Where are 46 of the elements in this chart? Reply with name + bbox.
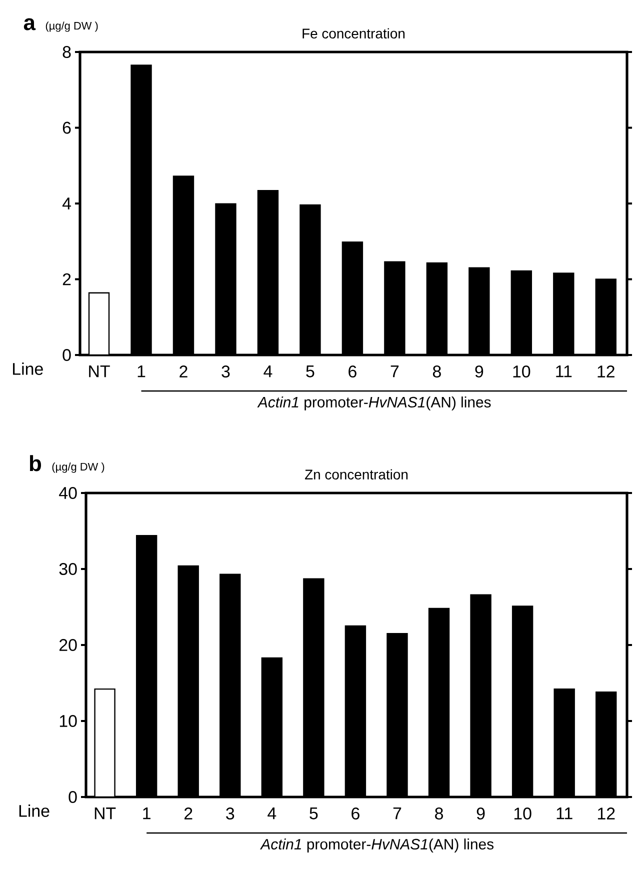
x-tick-label: 7 <box>390 366 399 378</box>
text: b <box>30 455 41 472</box>
y-tick-label: 8 <box>62 46 71 58</box>
x-tick-label: 4 <box>268 808 276 820</box>
x-tick-label: 9 <box>475 366 484 378</box>
text: a <box>24 18 36 30</box>
text: Line <box>13 362 43 375</box>
x-tick-label: 5 <box>306 366 314 378</box>
x-axis-title: Actin1 promoter-HvNAS1(AN) lines <box>257 396 491 410</box>
x-tick-label: 2 <box>180 366 188 378</box>
y-tick-label: 6 <box>62 122 71 134</box>
x-tick-label: 3 <box>226 808 234 820</box>
chart-title: Fe concentration <box>302 28 405 39</box>
x-tick-label: 2 <box>184 808 192 820</box>
x-tick-label: 10 <box>514 808 532 820</box>
x-tick-label: 9 <box>476 808 485 820</box>
x-tick-label: 6 <box>348 366 356 378</box>
x-tick-label: 4 <box>264 366 272 378</box>
y-tick-label: 10 <box>60 715 77 727</box>
x-tick-label: 8 <box>432 366 441 378</box>
y-tick-label: 2 <box>62 273 71 286</box>
x-tick-label: 7 <box>393 808 402 820</box>
y-tick-label: 30 <box>59 563 77 575</box>
text: Line <box>19 804 50 817</box>
x-tick-label: 5 <box>310 808 318 820</box>
x-tick-label: 1 <box>143 808 150 820</box>
x-tick-label: 1 <box>138 366 146 378</box>
x-axis-title: Actin1 promoter-HvNAS1(AN) lines <box>260 838 494 852</box>
y-tick-label: 0 <box>68 791 77 803</box>
x-tick-label: 8 <box>435 808 443 820</box>
x-tick-label: 10 <box>513 366 530 378</box>
chart-title: Zn concentration <box>304 469 408 480</box>
y-tick-label: 40 <box>59 487 77 499</box>
x-tick-label: 6 <box>352 808 360 820</box>
y-tick-label: 4 <box>62 198 71 210</box>
x-tick-label: 11 <box>556 808 572 820</box>
y-axis-title: (µg/g DW ) <box>52 462 104 473</box>
y-tick-label: 0 <box>62 348 71 361</box>
y-axis-title: (µg/g DW ) <box>46 22 98 32</box>
x-tick-label: 12 <box>598 808 615 820</box>
y-tick-label: 20 <box>60 639 77 651</box>
x-tick-label: 12 <box>598 366 614 378</box>
x-tick-label: 11 <box>556 366 572 378</box>
x-tick-label: NT <box>94 808 116 820</box>
x-tick-label: NT <box>89 366 110 378</box>
x-tick-label: 3 <box>222 366 230 378</box>
